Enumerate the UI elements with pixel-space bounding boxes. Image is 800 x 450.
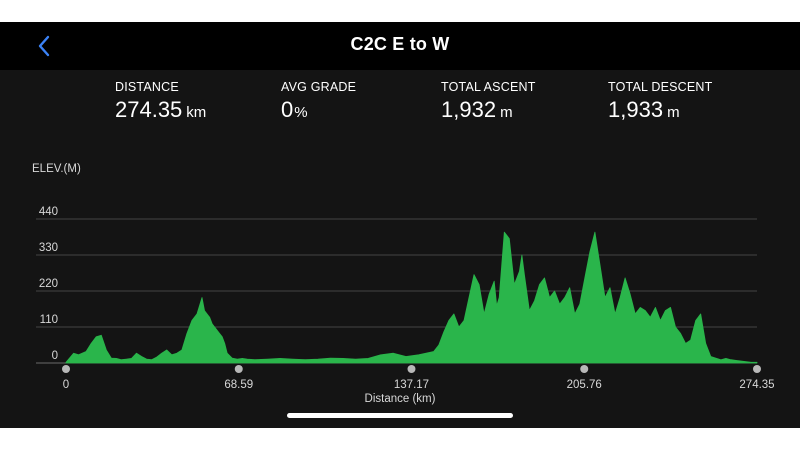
stat-total-descent: TOTAL DESCENT 1,933 m <box>608 80 712 123</box>
app-screen: C2C E to W DISTANCE 274.35 km AVG GRADE 0… <box>0 22 800 428</box>
x-tick-label: 68.59 <box>224 379 253 391</box>
home-indicator[interactable] <box>287 413 513 418</box>
stat-number: 1,932 <box>441 97 497 122</box>
stat-unit: km <box>186 104 207 121</box>
x-tick-marker <box>234 365 243 373</box>
stat-value: 0% <box>281 97 356 123</box>
stat-label: TOTAL DESCENT <box>608 80 713 94</box>
nav-bar: C2C E to W <box>0 22 800 70</box>
elevation-area <box>65 231 758 364</box>
page-title: C2C E to W <box>350 34 450 54</box>
stat-number: 0 <box>281 97 294 122</box>
elevation-chart[interactable]: ELEV.(M) 0 110 220 330 440 0 68.59 137.17 205.7… <box>0 152 800 412</box>
stat-label: DISTANCE <box>115 80 179 94</box>
stat-number: 274.35 <box>115 97 183 122</box>
x-tick-marker <box>62 365 70 373</box>
stat-number: 1,933 <box>608 97 664 122</box>
stat-unit: m <box>667 104 680 121</box>
x-tick-labels: 0 68.59 137.17 205.76 274.35 <box>62 365 775 391</box>
y-tick-labels: 0 110 220 330 440 <box>39 206 58 362</box>
back-button[interactable] <box>32 34 56 58</box>
stat-label: AVG GRADE <box>281 80 357 94</box>
stat-unit: % <box>294 104 308 121</box>
x-axis-title: Distance (km) <box>365 393 436 405</box>
y-tick-label: 440 <box>39 206 58 218</box>
chevron-left-icon <box>38 35 50 57</box>
x-tick-label: 137.17 <box>394 379 429 391</box>
x-tick-label: 274.35 <box>739 379 774 391</box>
stat-label: TOTAL ASCENT <box>441 80 536 94</box>
y-tick-label: 110 <box>40 314 58 326</box>
stat-total-ascent: TOTAL ASCENT 1,932 m <box>441 80 536 123</box>
y-tick-label: 0 <box>52 350 58 362</box>
stat-distance: DISTANCE 274.35 km <box>115 80 206 123</box>
y-tick-label: 330 <box>39 242 58 254</box>
x-tick-marker <box>753 365 761 373</box>
y-tick-label: 220 <box>39 278 58 290</box>
x-tick-label: 205.76 <box>567 379 602 391</box>
x-tick-label: 0 <box>63 379 69 391</box>
x-tick-marker <box>407 365 416 373</box>
stat-value: 1,932 m <box>441 97 536 123</box>
stat-value: 274.35 km <box>115 97 206 123</box>
stat-avg-grade: AVG GRADE 0% <box>281 80 356 123</box>
y-axis-title: ELEV.(M) <box>32 163 81 175</box>
stat-unit: m <box>500 104 513 121</box>
stat-value: 1,933 m <box>608 97 712 123</box>
x-tick-marker <box>580 365 589 373</box>
